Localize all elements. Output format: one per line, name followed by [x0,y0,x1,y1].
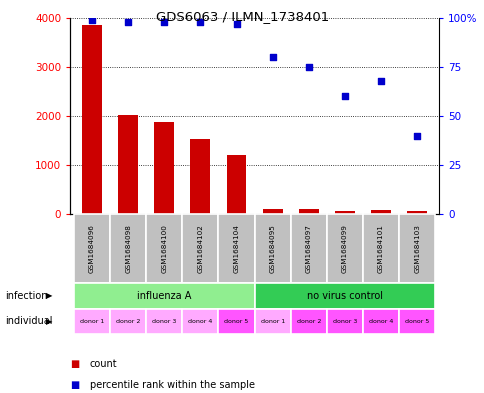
Point [268,54,276,60]
Text: percentile rank within the sample: percentile rank within the sample [90,380,254,390]
Bar [326,309,363,334]
Text: GSM1684097: GSM1684097 [305,224,311,273]
Text: GSM1684102: GSM1684102 [197,224,203,273]
Point [412,132,420,139]
Bar [74,214,110,283]
Bar [370,210,390,214]
Point [160,18,168,25]
Text: donor 5: donor 5 [404,319,428,324]
Bar [334,211,354,214]
Bar [218,309,254,334]
Text: GSM1684104: GSM1684104 [233,224,239,273]
Text: GSM1684103: GSM1684103 [413,224,419,273]
Text: GSM1684100: GSM1684100 [161,224,167,273]
Bar [82,25,102,214]
Text: count: count [90,358,117,369]
Point [196,18,204,25]
Bar [110,214,146,283]
Bar [118,115,138,214]
Text: GSM1684099: GSM1684099 [341,224,347,273]
Bar [326,214,363,283]
Bar [254,283,435,309]
Bar [154,122,174,214]
Point [377,77,384,84]
Bar [407,211,426,214]
Bar [218,214,254,283]
Bar [254,309,290,334]
Bar [363,309,398,334]
Text: GSM1684095: GSM1684095 [269,224,275,273]
Bar [254,214,290,283]
Text: donor 4: donor 4 [368,319,393,324]
Text: donor 4: donor 4 [188,319,212,324]
Text: donor 2: donor 2 [296,319,320,324]
Point [232,20,240,27]
Bar [182,214,218,283]
Point [340,93,348,99]
Text: donor 1: donor 1 [260,319,284,324]
Bar [398,309,435,334]
Text: ■: ■ [70,358,79,369]
Text: donor 3: donor 3 [332,319,356,324]
Text: individual: individual [5,316,52,326]
Bar [363,214,398,283]
Point [304,64,312,70]
Bar [398,214,435,283]
Bar [182,309,218,334]
Text: ▶: ▶ [46,317,52,326]
Text: infection: infection [5,291,47,301]
Text: GSM1684098: GSM1684098 [125,224,131,273]
Text: GDS6063 / ILMN_1738401: GDS6063 / ILMN_1738401 [155,10,329,23]
Bar [226,155,246,214]
Text: ▶: ▶ [46,291,52,300]
Text: donor 1: donor 1 [80,319,104,324]
Bar [146,214,182,283]
Bar [290,214,326,283]
Bar [74,309,110,334]
Text: GSM1684096: GSM1684096 [89,224,95,273]
Bar [146,309,182,334]
Bar [262,209,282,214]
Text: donor 5: donor 5 [224,319,248,324]
Text: no virus control: no virus control [306,291,382,301]
Bar [110,309,146,334]
Text: GSM1684101: GSM1684101 [378,224,383,273]
Bar [298,209,318,214]
Text: influenza A: influenza A [137,291,191,301]
Bar [190,139,210,214]
Bar [290,309,326,334]
Point [124,18,132,25]
Bar [74,283,254,309]
Text: donor 2: donor 2 [116,319,140,324]
Text: ■: ■ [70,380,79,390]
Text: donor 3: donor 3 [152,319,176,324]
Point [88,17,96,23]
